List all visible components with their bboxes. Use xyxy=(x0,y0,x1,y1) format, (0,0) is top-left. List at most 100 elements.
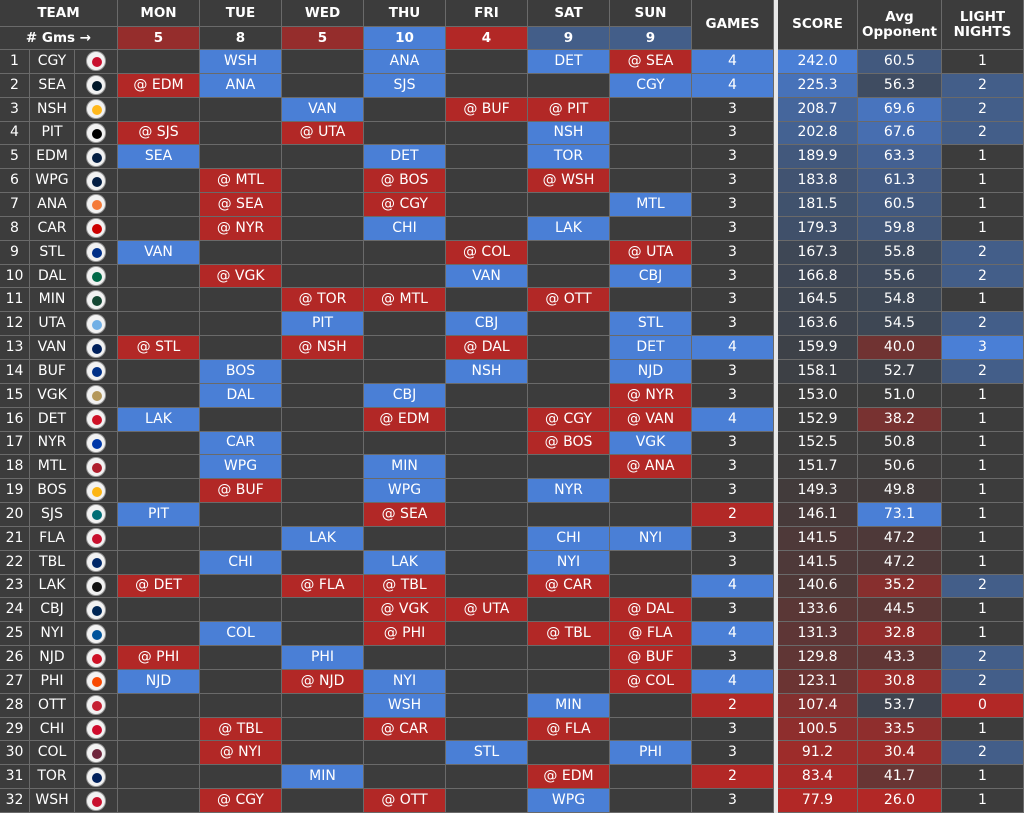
team-logo xyxy=(86,552,106,573)
matchup: DET xyxy=(528,50,610,74)
matchup: DAL xyxy=(200,383,282,408)
header-day: WED xyxy=(282,0,364,27)
empty-cell xyxy=(528,383,610,408)
empty-cell xyxy=(200,312,282,337)
matchup: MIN xyxy=(364,455,446,480)
light-nights: 1 xyxy=(942,550,1024,575)
empty-cell xyxy=(118,455,200,480)
matchup: WPG xyxy=(364,479,446,504)
empty-cell xyxy=(446,622,528,647)
empty-cell xyxy=(282,503,364,527)
logo-cell xyxy=(75,359,118,384)
light-nights: 0 xyxy=(942,693,1024,718)
rank: 26 xyxy=(0,646,30,670)
team-logo xyxy=(86,719,106,740)
empty-cell xyxy=(364,121,446,146)
rank: 12 xyxy=(0,312,30,337)
empty-cell xyxy=(364,336,446,360)
matchup: @ NYI xyxy=(200,741,282,766)
score: 91.2 xyxy=(778,741,858,766)
matchup: @ OTT xyxy=(364,789,446,813)
team-logo xyxy=(86,480,106,501)
rank: 32 xyxy=(0,789,30,813)
score: 146.1 xyxy=(778,503,858,527)
team-logo xyxy=(86,51,106,72)
empty-cell xyxy=(118,479,200,504)
team: TOR xyxy=(30,765,75,790)
light-nights: 2 xyxy=(942,669,1024,694)
logo-cell xyxy=(75,383,118,408)
games: 3 xyxy=(692,264,774,289)
matchup: @ VGK xyxy=(364,598,446,623)
logo-cell xyxy=(75,264,118,289)
rank: 4 xyxy=(0,121,30,146)
team-logo xyxy=(86,313,106,334)
light-nights: 1 xyxy=(942,288,1024,313)
games: 3 xyxy=(692,455,774,480)
games: 4 xyxy=(692,50,774,74)
matchup: @ NYR xyxy=(610,383,692,408)
avg-opponent: 50.6 xyxy=(858,455,942,480)
empty-cell xyxy=(610,550,692,575)
team-logo xyxy=(86,504,106,525)
rank: 7 xyxy=(0,193,30,217)
empty-cell xyxy=(446,383,528,408)
empty-cell xyxy=(200,121,282,146)
matchup: CHI xyxy=(528,526,610,551)
rank: 9 xyxy=(0,240,30,265)
empty-cell xyxy=(282,145,364,170)
team: UTA xyxy=(30,312,75,337)
day-count: 5 xyxy=(118,27,200,50)
team: VAN xyxy=(30,336,75,360)
score: 225.3 xyxy=(778,73,858,98)
empty-cell xyxy=(446,789,528,813)
empty-cell xyxy=(446,574,528,599)
matchup: @ PHI xyxy=(118,646,200,670)
empty-cell xyxy=(528,359,610,384)
team: CAR xyxy=(30,216,75,241)
empty-cell xyxy=(282,455,364,480)
avg-opponent: 40.0 xyxy=(858,336,942,360)
score: 153.0 xyxy=(778,383,858,408)
empty-cell xyxy=(364,312,446,337)
empty-cell xyxy=(446,216,528,241)
matchup: @ CAR xyxy=(364,717,446,742)
matchup: MIN xyxy=(528,693,610,718)
score: 151.7 xyxy=(778,455,858,480)
matchup: @ FLA xyxy=(528,717,610,742)
matchup: @ VAN xyxy=(610,407,692,432)
games: 2 xyxy=(692,503,774,527)
empty-cell xyxy=(364,97,446,122)
matchup: @ STL xyxy=(118,336,200,360)
empty-cell xyxy=(610,717,692,742)
matchup: @ WSH xyxy=(528,169,610,194)
games: 4 xyxy=(692,73,774,98)
matchup: WPG xyxy=(200,455,282,480)
rank: 8 xyxy=(0,216,30,241)
matchup: @ EDM xyxy=(364,407,446,432)
empty-cell xyxy=(200,97,282,122)
empty-cell xyxy=(118,169,200,194)
team: STL xyxy=(30,240,75,265)
empty-cell xyxy=(364,431,446,456)
matchup: SJS xyxy=(364,73,446,98)
empty-cell xyxy=(282,383,364,408)
matchup: DET xyxy=(610,336,692,360)
matchup: @ MTL xyxy=(200,169,282,194)
score: 129.8 xyxy=(778,646,858,670)
games: 3 xyxy=(692,526,774,551)
rank: 10 xyxy=(0,264,30,289)
empty-cell xyxy=(282,598,364,623)
score: 100.5 xyxy=(778,717,858,742)
score: 208.7 xyxy=(778,97,858,122)
matchup: @ UTA xyxy=(446,598,528,623)
games: 4 xyxy=(692,669,774,694)
matchup: VAN xyxy=(118,240,200,265)
logo-cell xyxy=(75,789,118,813)
score: 159.9 xyxy=(778,336,858,360)
score: 242.0 xyxy=(778,50,858,74)
games: 3 xyxy=(692,216,774,241)
team: VGK xyxy=(30,383,75,408)
empty-cell xyxy=(528,503,610,527)
empty-cell xyxy=(282,622,364,647)
